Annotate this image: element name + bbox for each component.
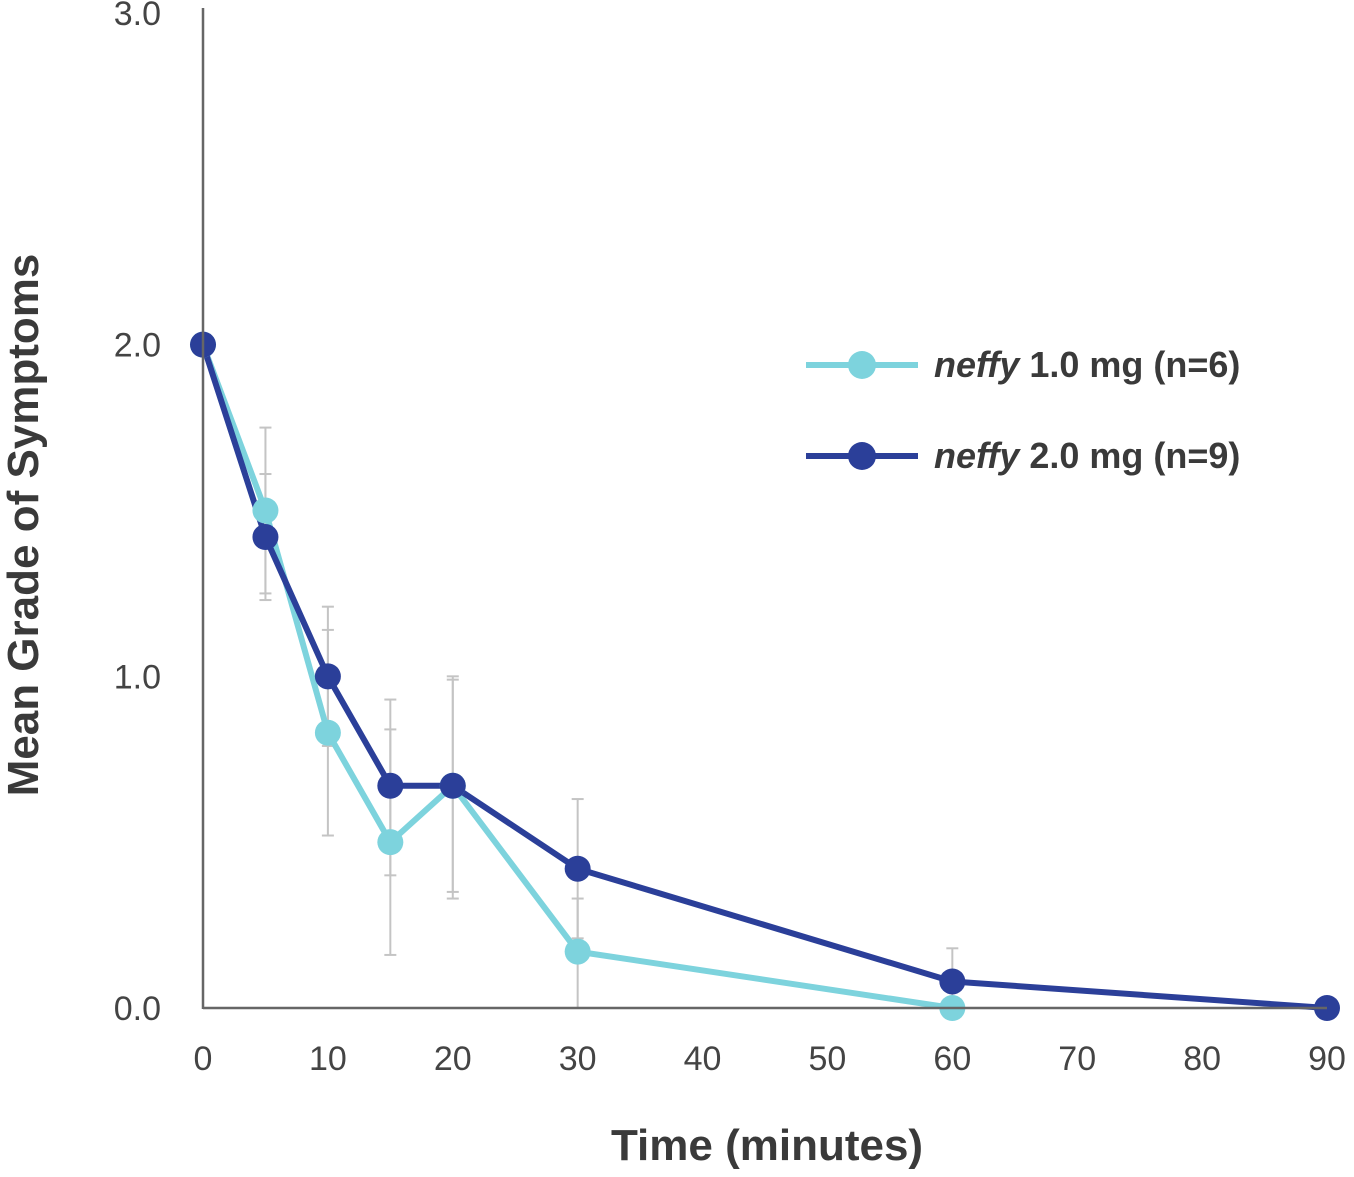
x-tick-label: 20: [434, 1040, 472, 1078]
data-point-series-2: [314, 663, 341, 690]
x-tick-label: 0: [194, 1040, 213, 1078]
y-tick-label: 2.0: [114, 327, 161, 365]
y-tick-label: 0.0: [114, 990, 161, 1028]
x-axis-title: Time (minutes): [611, 1121, 923, 1170]
legend-label: neffy 2.0 mg (n=9): [934, 435, 1240, 476]
data-point-series-2: [439, 772, 466, 799]
y-axis-title: Mean Grade of Symptoms: [0, 254, 48, 797]
data-point-series-1: [314, 719, 341, 746]
legend: neffy 1.0 mg (n=6)neffy 2.0 mg (n=9): [806, 344, 1240, 476]
x-tick-label: 30: [559, 1040, 597, 1078]
data-point-series-2: [564, 855, 591, 882]
data-point-series-1: [564, 938, 591, 965]
data-point-series-2: [252, 524, 279, 551]
y-tick-labels: 0.0 1.0 2.0 3.0: [114, 0, 161, 1028]
legend-label-brand: neffy: [934, 344, 1021, 385]
legend-label-brand: neffy: [934, 435, 1021, 476]
y-tick-label: 3.0: [114, 0, 161, 33]
legend-label-dose: 2.0 mg (n=9): [1019, 435, 1240, 476]
x-tick-label: 80: [1183, 1040, 1221, 1078]
x-tick-label: 90: [1308, 1040, 1346, 1078]
data-point-series-1: [252, 497, 279, 524]
x-tick-label: 60: [933, 1040, 971, 1078]
x-tick-label: 50: [809, 1040, 847, 1078]
data-point-series-2: [377, 772, 404, 799]
x-tick-label: 40: [684, 1040, 722, 1078]
x-tick-label: 10: [309, 1040, 347, 1078]
x-tick-label: 70: [1058, 1040, 1096, 1078]
legend-label-dose: 1.0 mg (n=6): [1019, 344, 1240, 385]
legend-swatch-marker: [848, 351, 876, 379]
legend-swatch-marker: [848, 442, 876, 470]
y-tick-label: 1.0: [114, 658, 161, 696]
data-point-series-1: [377, 829, 404, 856]
series-line-2: [200, 343, 1328, 1011]
x-tick-labels: 0 10 20 30 40 50 60 70 80 90: [194, 1040, 1346, 1078]
error-bars: [259, 426, 959, 1009]
legend-label: neffy 1.0 mg (n=6): [934, 344, 1240, 385]
data-point-series-2: [939, 968, 966, 995]
